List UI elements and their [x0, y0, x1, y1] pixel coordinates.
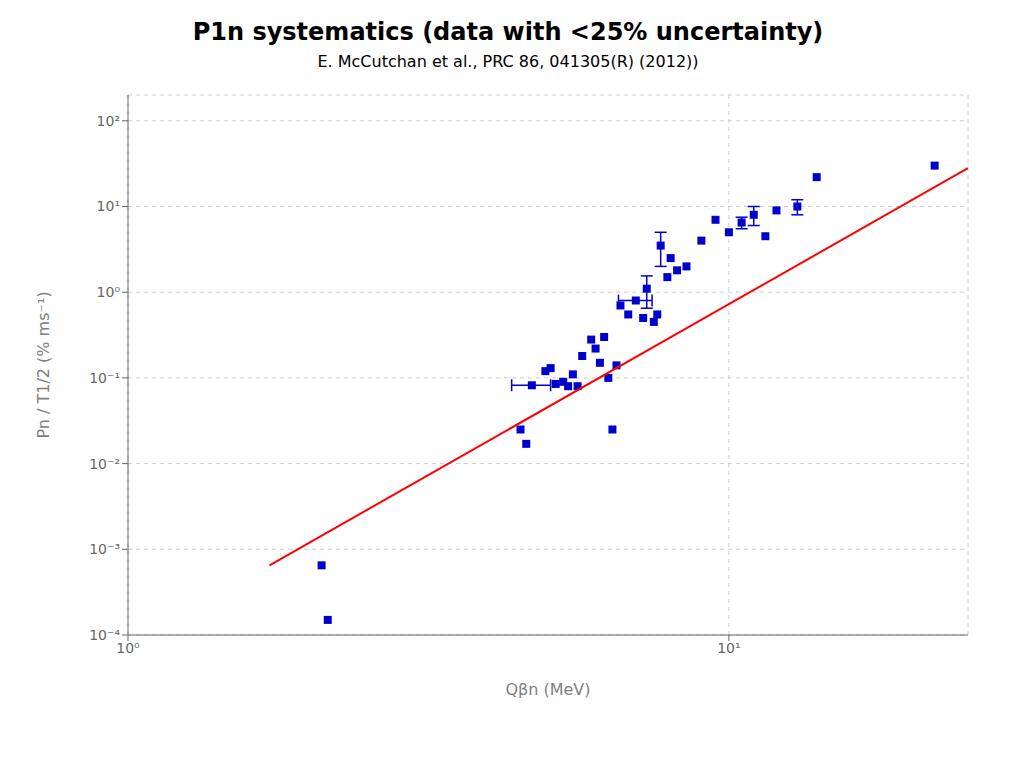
svg-text:10⁰: 10⁰	[116, 639, 140, 656]
svg-text:Pn / T1/2 (% ms⁻¹): Pn / T1/2 (% ms⁻¹)	[34, 291, 53, 438]
svg-text:10²: 10²	[97, 113, 120, 129]
svg-text:10⁻³: 10⁻³	[89, 541, 120, 557]
html-text:E. McCutchan et al., PRC 86, 0: E. McCutchan et al., PRC 86, 041305(R) (…	[317, 52, 699, 71]
svg-text:10⁻⁴: 10⁻⁴	[89, 627, 120, 643]
html-text:P1n systematics (data with <25: P1n systematics (data with <25% uncertai…	[192, 18, 824, 46]
svg-text:10⁰: 10⁰	[97, 284, 121, 300]
svg-text:10¹: 10¹	[97, 198, 120, 214]
svg-text:10⁻¹: 10⁻¹	[89, 370, 120, 386]
svg-text:Qβn (MeV): Qβn (MeV)	[505, 680, 590, 699]
svg-text:10¹: 10¹	[717, 640, 740, 656]
svg-text:10⁻²: 10⁻²	[89, 456, 120, 472]
